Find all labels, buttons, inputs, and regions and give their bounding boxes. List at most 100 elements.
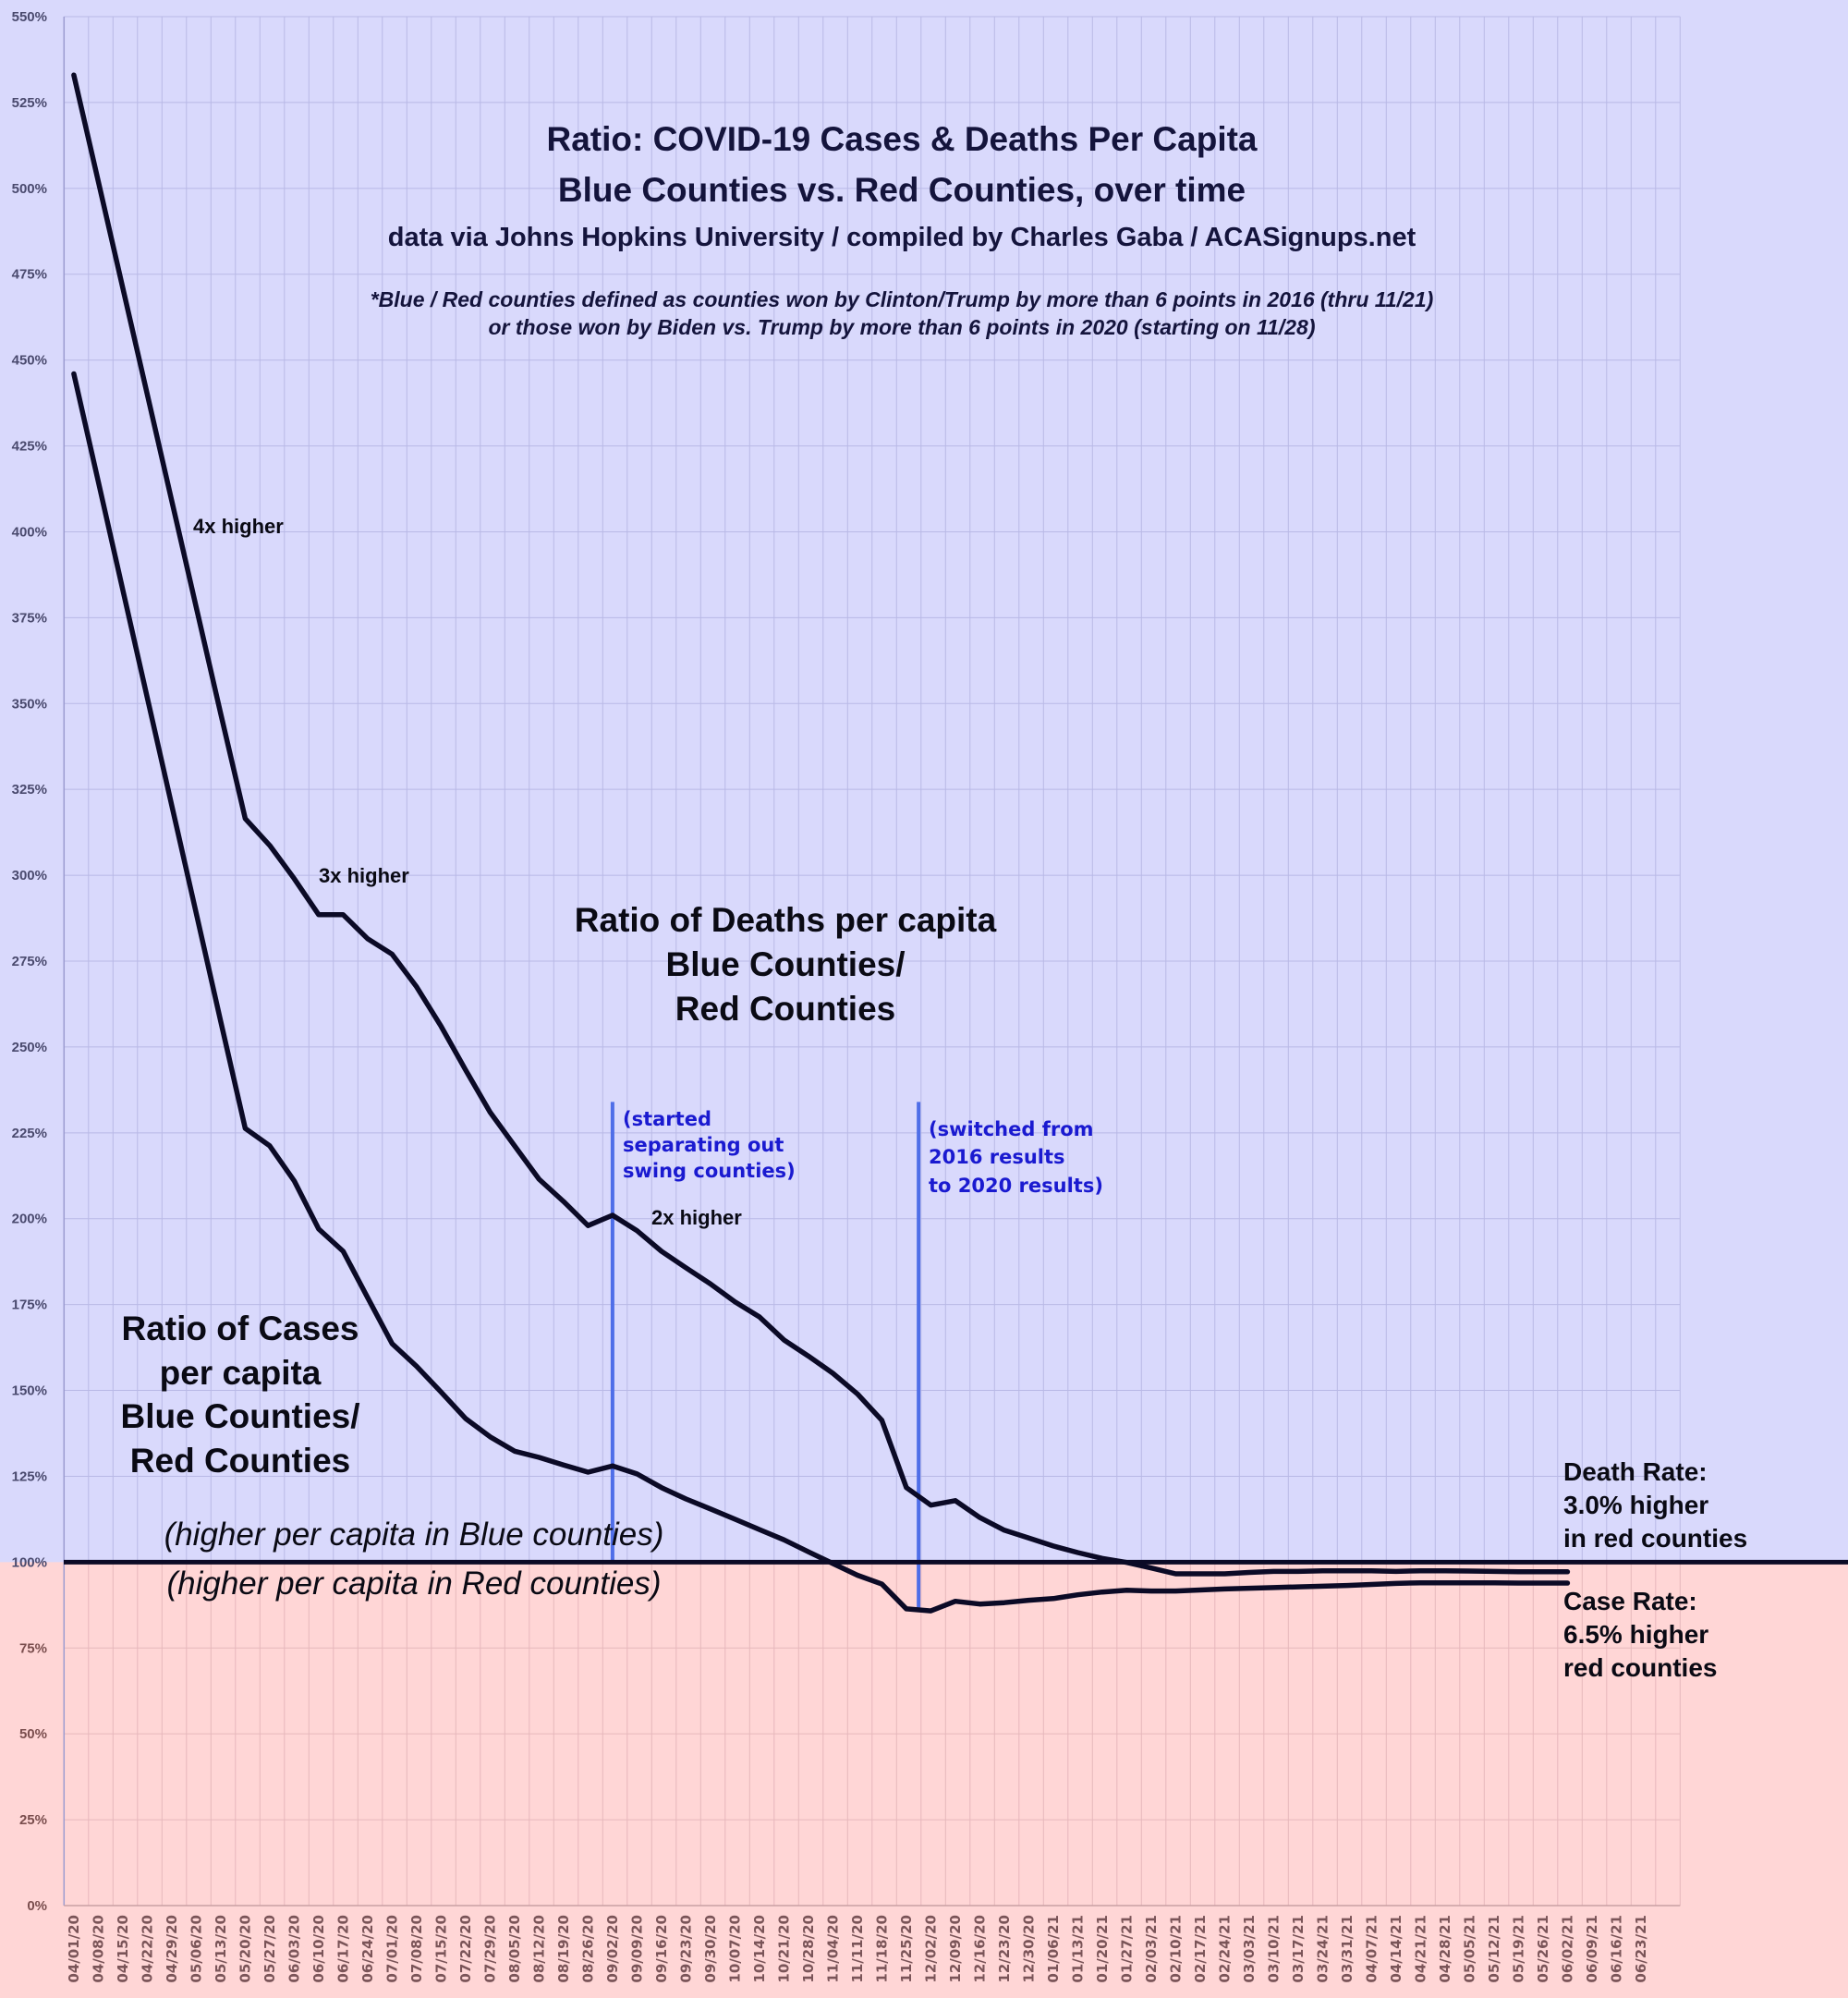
x-tick-label: 03/24/21 — [1314, 1915, 1331, 1983]
x-tick-label: 09/16/20 — [653, 1915, 670, 1983]
x-tick-label: 04/22/20 — [139, 1915, 155, 1983]
cases-label-line-2: per capita — [160, 1354, 322, 1392]
x-tick-label: 11/04/20 — [824, 1915, 841, 1983]
case-rate-line-1: Case Rate: — [1563, 1587, 1697, 1615]
red-region-background — [0, 1562, 1848, 1998]
x-tick-label: 09/09/20 — [628, 1915, 645, 1983]
x-tick-label: 08/26/20 — [579, 1915, 596, 1983]
x-tick-label: 12/16/20 — [971, 1915, 988, 1983]
y-tick-label: 100% — [12, 1554, 47, 1570]
x-tick-label: 01/06/21 — [1045, 1915, 1062, 1983]
x-tick-label: 02/24/21 — [1216, 1915, 1233, 1983]
x-tick-label: 06/17/20 — [334, 1915, 351, 1983]
x-axis-ticks: 04/01/20 04/08/20 04/15/20 04/22/20 04/29/20… — [66, 1915, 1649, 1983]
x-tick-label: 05/19/21 — [1510, 1915, 1526, 1983]
x-tick-label: 10/07/20 — [726, 1915, 743, 1983]
case-rate-line-2: 6.5% higher — [1563, 1620, 1708, 1649]
x-tick-label: 05/27/20 — [261, 1915, 278, 1983]
x-tick-label: 06/16/21 — [1608, 1915, 1624, 1983]
death-rate-line-2: 3.0% higher — [1563, 1491, 1708, 1519]
annotation-4x-higher: 4x higher — [193, 515, 284, 538]
x-tick-label: 06/24/20 — [359, 1915, 376, 1983]
x-tick-label: 06/09/21 — [1584, 1915, 1600, 1983]
x-tick-label: 12/30/20 — [1020, 1915, 1037, 1983]
y-tick-label: 125% — [12, 1468, 47, 1484]
x-tick-label: 09/30/20 — [702, 1915, 719, 1983]
y-tick-label: 0% — [27, 1898, 47, 1914]
y-tick-label: 50% — [19, 1726, 47, 1742]
y-tick-label: 300% — [12, 868, 47, 883]
y-tick-label: 550% — [12, 9, 47, 25]
x-tick-label: 11/11/20 — [849, 1915, 866, 1983]
x-tick-label: 04/08/20 — [90, 1915, 106, 1983]
x-tick-label: 12/23/20 — [996, 1915, 1013, 1983]
x-tick-label: 03/31/21 — [1339, 1915, 1356, 1983]
x-tick-label: 04/01/20 — [66, 1915, 82, 1983]
annotation-2x-higher: 2x higher — [651, 1206, 742, 1229]
cases-label-line-3: Blue Counties/ — [120, 1397, 359, 1435]
marker-1-text-line-2: separating out — [623, 1134, 784, 1156]
x-tick-label: 02/17/21 — [1192, 1915, 1209, 1983]
x-tick-label: 07/22/20 — [457, 1915, 474, 1983]
y-tick-label: 500% — [12, 181, 47, 197]
y-tick-label: 200% — [12, 1212, 47, 1227]
x-tick-label: 09/23/20 — [677, 1915, 694, 1983]
footnote-line-1: *Blue / Red counties defined as counties… — [371, 287, 1434, 311]
gridlines — [63, 16, 1681, 1907]
x-tick-label: 11/25/20 — [898, 1915, 915, 1983]
y-tick-label: 325% — [12, 782, 47, 798]
y-tick-label: 75% — [19, 1640, 47, 1656]
x-tick-label: 03/17/21 — [1290, 1915, 1307, 1983]
x-tick-label: 04/14/21 — [1388, 1915, 1404, 1983]
x-tick-label: 05/06/20 — [188, 1915, 204, 1983]
x-tick-label: 10/21/20 — [775, 1915, 792, 1983]
y-tick-label: 425% — [12, 439, 47, 455]
marker-1-text-line-1: (started — [623, 1108, 711, 1130]
x-tick-label: 10/14/20 — [751, 1915, 768, 1983]
deaths-ratio-line — [71, 72, 1571, 1577]
x-tick-label: 07/15/20 — [432, 1915, 449, 1983]
x-tick-label: 05/26/21 — [1535, 1915, 1551, 1983]
x-tick-label: 07/29/20 — [481, 1915, 498, 1983]
deaths-label-line-1: Ratio of Deaths per capita — [575, 901, 997, 939]
x-tick-label: 04/29/20 — [164, 1915, 180, 1983]
x-tick-label: 04/21/21 — [1412, 1915, 1429, 1983]
x-tick-label: 05/05/21 — [1461, 1915, 1477, 1983]
x-tick-label: 05/13/20 — [213, 1915, 229, 1983]
x-tick-label: 06/10/20 — [310, 1915, 327, 1983]
x-tick-label: 12/02/20 — [922, 1915, 939, 1983]
x-tick-label: 04/07/21 — [1363, 1915, 1380, 1983]
x-tick-label: 07/08/20 — [408, 1915, 425, 1983]
x-tick-label: 08/12/20 — [530, 1915, 547, 1983]
chart-title-line-1: Ratio: COVID-19 Cases & Deaths Per Capit… — [546, 120, 1257, 158]
deaths-label-line-3: Red Counties — [675, 990, 895, 1028]
death-rate-line-1: Death Rate: — [1563, 1457, 1708, 1486]
chart-title-line-2: Blue Counties vs. Red Counties, over tim… — [558, 171, 1246, 209]
x-tick-label: 06/02/21 — [1559, 1915, 1575, 1983]
case-rate-line-3: red counties — [1563, 1653, 1717, 1682]
y-tick-label: 25% — [19, 1812, 47, 1828]
footnote-line-2: or those won by Biden vs. Trump by more … — [488, 315, 1315, 339]
y-tick-label: 525% — [12, 95, 47, 111]
higher-in-red-label: (higher per capita in Red counties) — [166, 1566, 661, 1602]
y-axis-ticks: 0% 25% 50% 75% 100% 125% 150% 175% 200% 225% 250% 2… — [12, 9, 47, 1914]
x-tick-label: 01/20/21 — [1094, 1915, 1111, 1983]
x-tick-label: 05/12/21 — [1486, 1915, 1502, 1983]
x-tick-label: 06/03/20 — [286, 1915, 302, 1983]
chart-subtitle: data via Johns Hopkins University / comp… — [388, 223, 1416, 252]
higher-in-blue-label: (higher per capita in Blue counties) — [164, 1517, 664, 1553]
y-tick-label: 475% — [12, 267, 47, 283]
x-tick-label: 04/15/20 — [115, 1915, 131, 1983]
cases-label-line-4: Red Counties — [130, 1442, 350, 1480]
x-tick-label: 01/27/21 — [1118, 1915, 1135, 1983]
series-lines — [71, 72, 1571, 1614]
x-tick-label: 04/28/21 — [1437, 1915, 1453, 1983]
y-tick-label: 450% — [12, 353, 47, 369]
marker-2-text-line-1: (switched from — [929, 1118, 1094, 1140]
x-tick-label: 02/03/21 — [1143, 1915, 1160, 1983]
y-tick-label: 225% — [12, 1126, 47, 1141]
x-tick-label: 01/13/21 — [1069, 1915, 1086, 1983]
x-tick-label: 08/05/20 — [506, 1915, 523, 1983]
death-rate-line-3: in red counties — [1563, 1524, 1747, 1553]
